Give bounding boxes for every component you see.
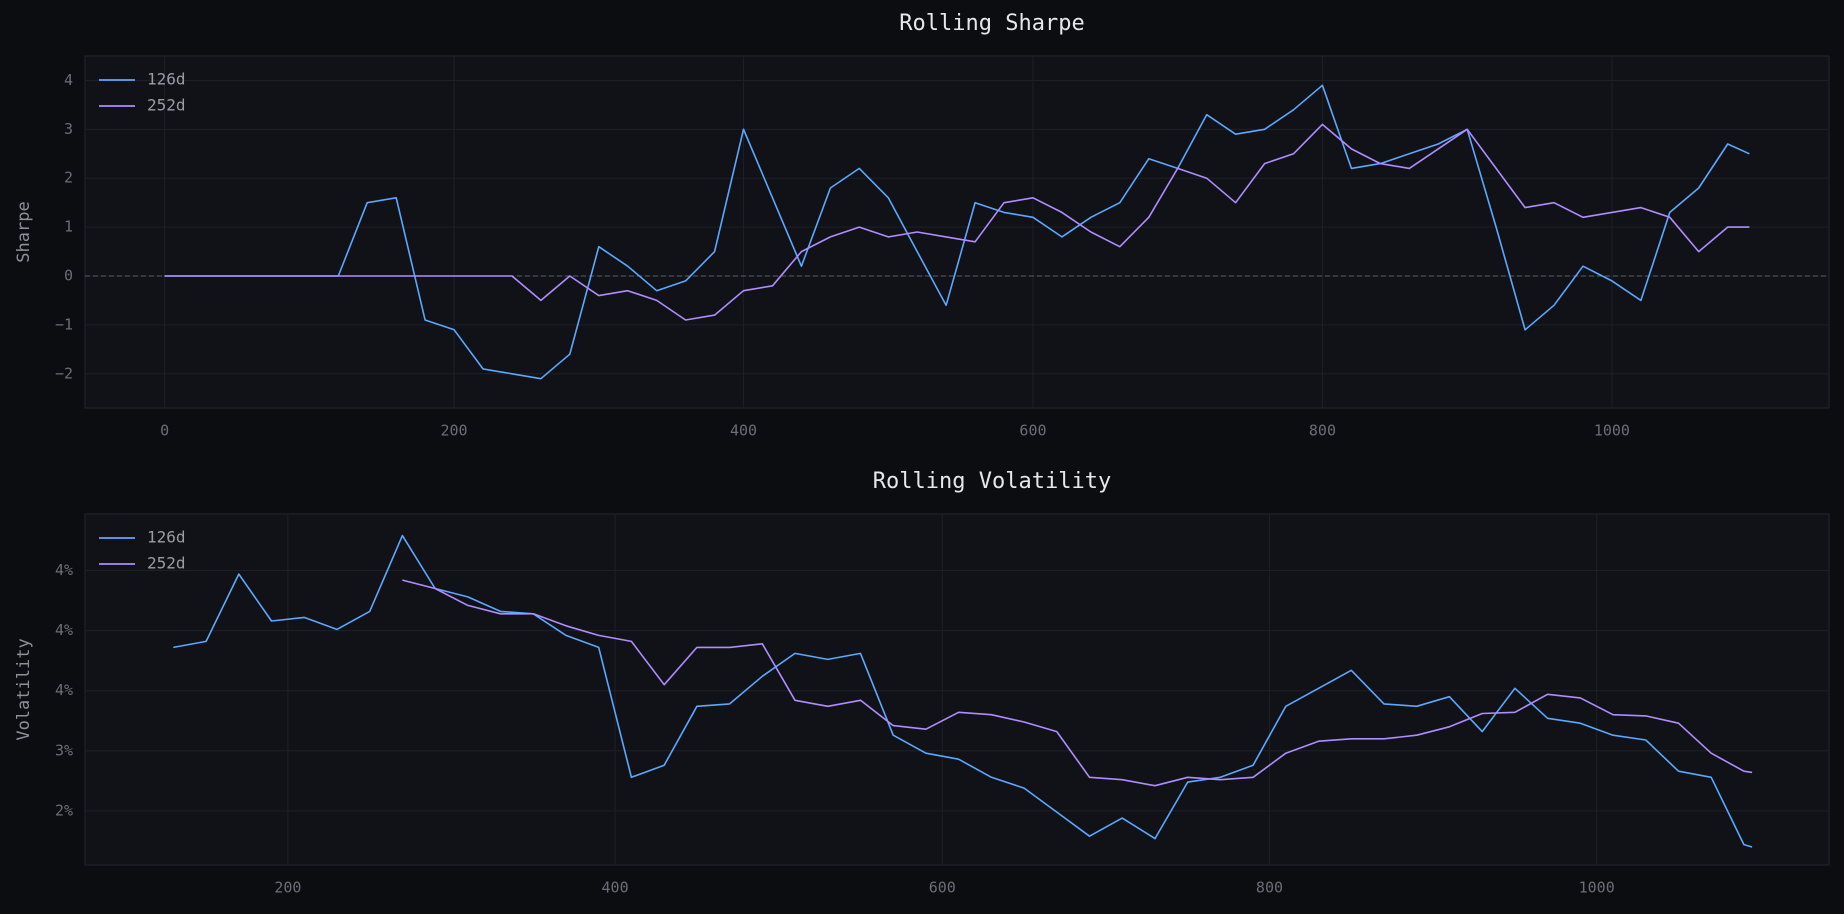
- y-tick-label: 4: [64, 71, 73, 89]
- legend-label: 252d: [147, 96, 186, 115]
- plot-area: [84, 513, 1830, 866]
- series-line: [164, 123, 1750, 321]
- x-tick-label: 400: [730, 422, 757, 440]
- y-tick-label: 4%: [55, 681, 73, 699]
- y-tick-label: 2: [64, 169, 73, 187]
- series-line: [402, 579, 1753, 787]
- chart-title: Rolling Volatility: [873, 469, 1111, 494]
- x-tick-label: 0: [160, 422, 169, 440]
- y-axis-label: Sharpe: [14, 201, 34, 262]
- x-tick-label: 1000: [1594, 422, 1630, 440]
- y-tick-label: 1: [64, 218, 73, 236]
- legend-label: 126d: [147, 70, 186, 89]
- y-tick-label: −2: [55, 364, 73, 382]
- y-tick-label: 3%: [55, 741, 73, 759]
- series-line: [173, 534, 1753, 848]
- y-tick-label: 2%: [55, 801, 73, 819]
- y-tick-label: 0: [64, 267, 73, 285]
- x-tick-label: 1000: [1579, 879, 1615, 897]
- legend-label: 126d: [147, 528, 186, 547]
- plot-area: [84, 55, 1830, 409]
- x-tick-label: 600: [1019, 422, 1046, 440]
- x-tick-label: 800: [1309, 422, 1336, 440]
- series-line: [164, 84, 1750, 380]
- y-tick-label: 4%: [55, 561, 73, 579]
- x-tick-label: 600: [929, 879, 956, 897]
- y-axis-label: Volatility: [14, 638, 34, 740]
- y-tick-label: 3: [64, 120, 73, 138]
- legend-label: 252d: [147, 554, 186, 573]
- x-tick-label: 800: [1256, 879, 1283, 897]
- y-tick-label: 4%: [55, 621, 73, 639]
- y-tick-label: −1: [55, 315, 73, 333]
- x-tick-label: 200: [441, 422, 468, 440]
- x-tick-label: 400: [602, 879, 629, 897]
- x-tick-label: 200: [274, 879, 301, 897]
- chart-title: Rolling Sharpe: [899, 11, 1084, 36]
